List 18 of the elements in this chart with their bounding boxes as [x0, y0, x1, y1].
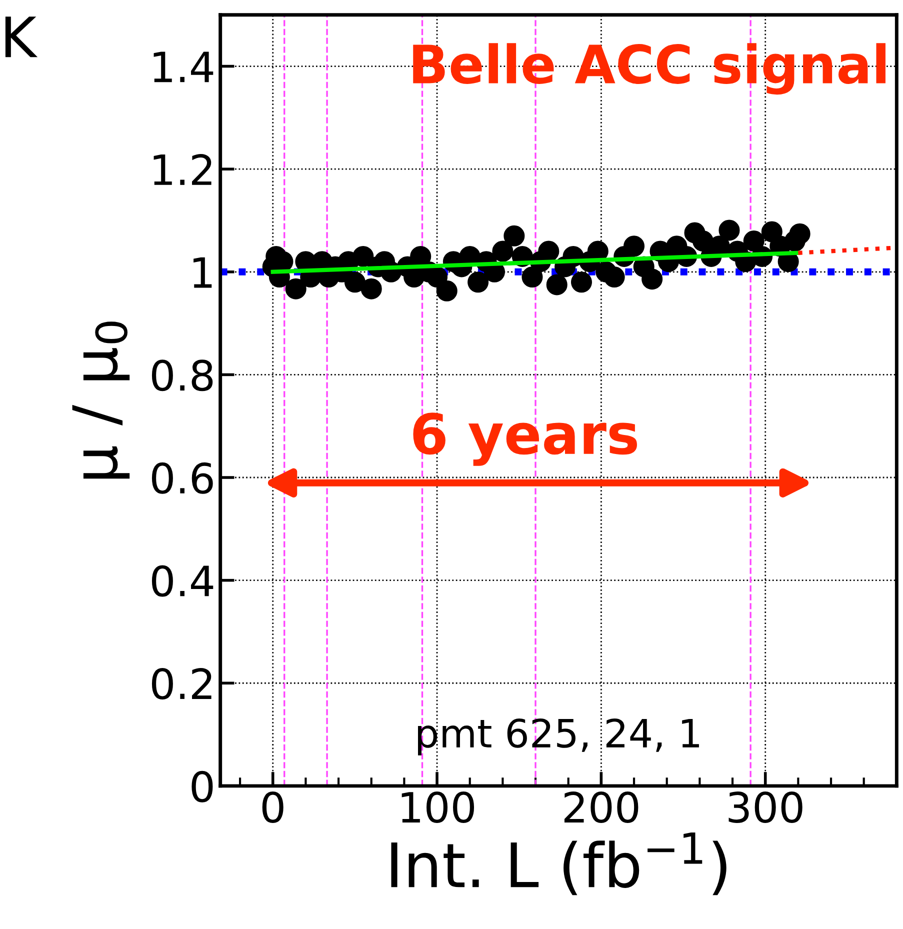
y-tick-label: 0.6: [152, 462, 213, 494]
annotation: 6 years: [413, 412, 637, 466]
text: Belle ACC signal: [413, 43, 886, 95]
y-tick-label: 0.4: [152, 565, 214, 597]
y-tick-label: 1: [194, 257, 212, 288]
y-axis-title: μ / μ$_{0}$: [72, 322, 130, 479]
y-tick-label: 0.2: [152, 668, 212, 700]
y-tick-label: 0.8: [152, 360, 213, 392]
x-tick-label: 200: [564, 792, 638, 824]
x-tick-label: 300: [728, 792, 802, 824]
text: K: [5, 16, 38, 58]
y-tick-label: 1.4: [154, 52, 214, 82]
y-tick-label: 0: [192, 770, 213, 802]
x-tick-label: 0: [262, 792, 284, 824]
x-tick-label: 100: [402, 792, 474, 824]
x-axis-title: Int. L (fb$^{−1}$): [391, 832, 726, 896]
y-tick-label: 1.2: [154, 154, 212, 185]
annotation: pmt 625, 24, 1: [418, 718, 699, 756]
